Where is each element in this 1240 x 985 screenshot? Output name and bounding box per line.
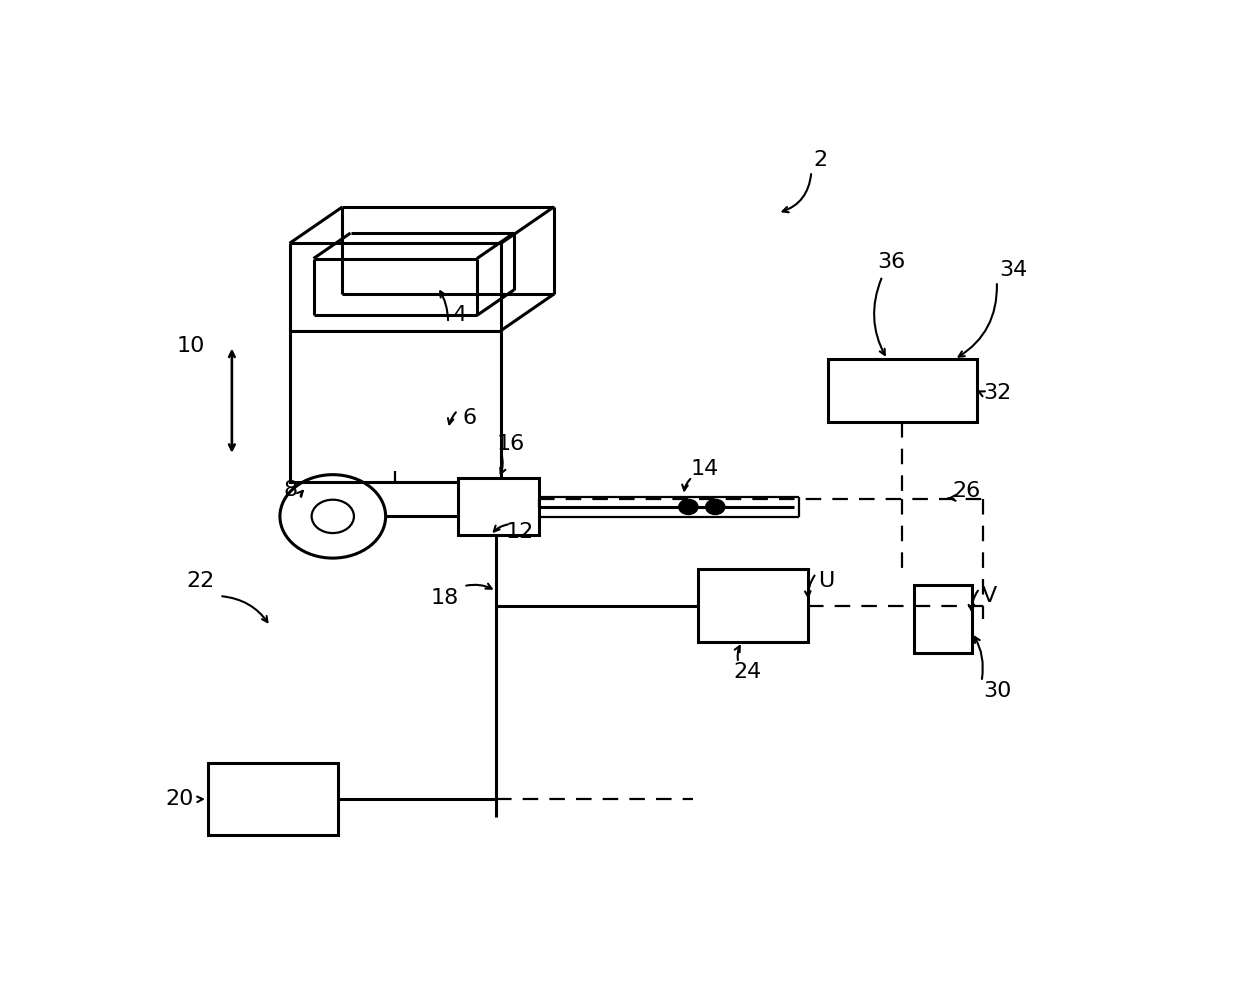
Circle shape xyxy=(706,499,725,514)
Text: 14: 14 xyxy=(691,459,718,480)
Text: 26: 26 xyxy=(952,482,981,501)
Text: 12: 12 xyxy=(506,521,534,542)
Text: 2: 2 xyxy=(813,150,827,170)
Bar xyxy=(914,585,972,653)
Text: 10: 10 xyxy=(176,336,205,356)
Circle shape xyxy=(678,499,698,514)
Text: 32: 32 xyxy=(983,383,1012,403)
Bar xyxy=(208,763,337,835)
Text: 8: 8 xyxy=(283,480,298,499)
Text: 36: 36 xyxy=(878,252,906,272)
Text: V: V xyxy=(982,586,997,606)
Text: 30: 30 xyxy=(983,681,1012,701)
Text: U: U xyxy=(818,571,835,591)
Text: 16: 16 xyxy=(496,434,525,454)
Bar xyxy=(698,569,808,641)
Bar xyxy=(828,360,977,422)
Bar xyxy=(458,479,539,536)
Text: 22: 22 xyxy=(186,571,215,591)
Text: 6: 6 xyxy=(463,408,476,427)
Bar xyxy=(290,331,501,483)
Text: 18: 18 xyxy=(430,587,459,608)
Text: 34: 34 xyxy=(998,260,1027,280)
Text: 20: 20 xyxy=(165,789,193,810)
Text: 4: 4 xyxy=(453,305,467,325)
Text: 24: 24 xyxy=(734,662,761,682)
